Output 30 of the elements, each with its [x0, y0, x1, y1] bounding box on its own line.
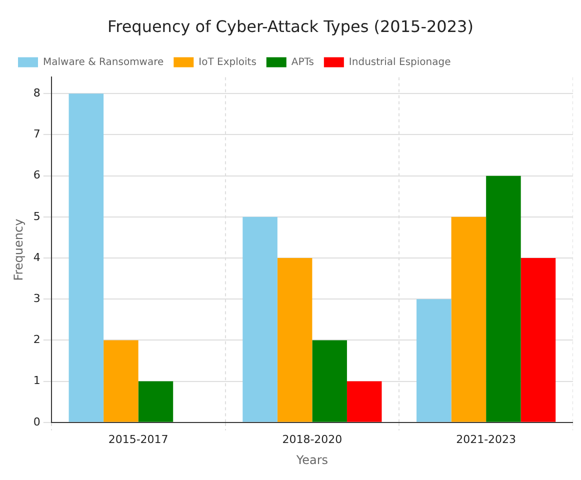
- bar: [520, 258, 556, 422]
- y-tick-label: 0: [33, 415, 40, 428]
- y-tick-label: 6: [33, 168, 40, 182]
- bar: [68, 94, 104, 422]
- bar: [242, 216, 278, 422]
- y-tick-label: 8: [33, 86, 40, 100]
- bar: [138, 381, 174, 422]
- legend-label: APTs: [291, 56, 314, 68]
- x-tick-label: 2018-2020: [282, 432, 342, 446]
- x-tick-label: 2015-2017: [108, 432, 168, 446]
- bar: [451, 216, 486, 422]
- y-tick-label: 3: [33, 292, 40, 305]
- legend-label: Malware & Ransomware: [43, 56, 164, 68]
- legend-label: Industrial Espionage: [348, 56, 451, 68]
- y-tick-label: 2: [33, 333, 40, 346]
- bar: [416, 299, 452, 422]
- y-tick-label: 7: [33, 128, 40, 141]
- y-axis-title: Frequency: [11, 218, 26, 281]
- x-tick-label: 2021-2023: [456, 432, 516, 446]
- y-tick-label: 4: [33, 250, 40, 264]
- bar: [277, 258, 312, 422]
- y-tick-label: 5: [33, 210, 40, 223]
- bar: [312, 340, 347, 422]
- x-axis-title: Years: [295, 452, 328, 467]
- bar: [346, 381, 382, 422]
- bar: [104, 340, 138, 422]
- legend-label: IoT Exploits: [198, 56, 256, 68]
- chart-title: Frequency of Cyber-Attack Types (2015-2023): [108, 16, 474, 36]
- bar: [486, 176, 521, 422]
- y-tick-label: 1: [33, 374, 40, 388]
